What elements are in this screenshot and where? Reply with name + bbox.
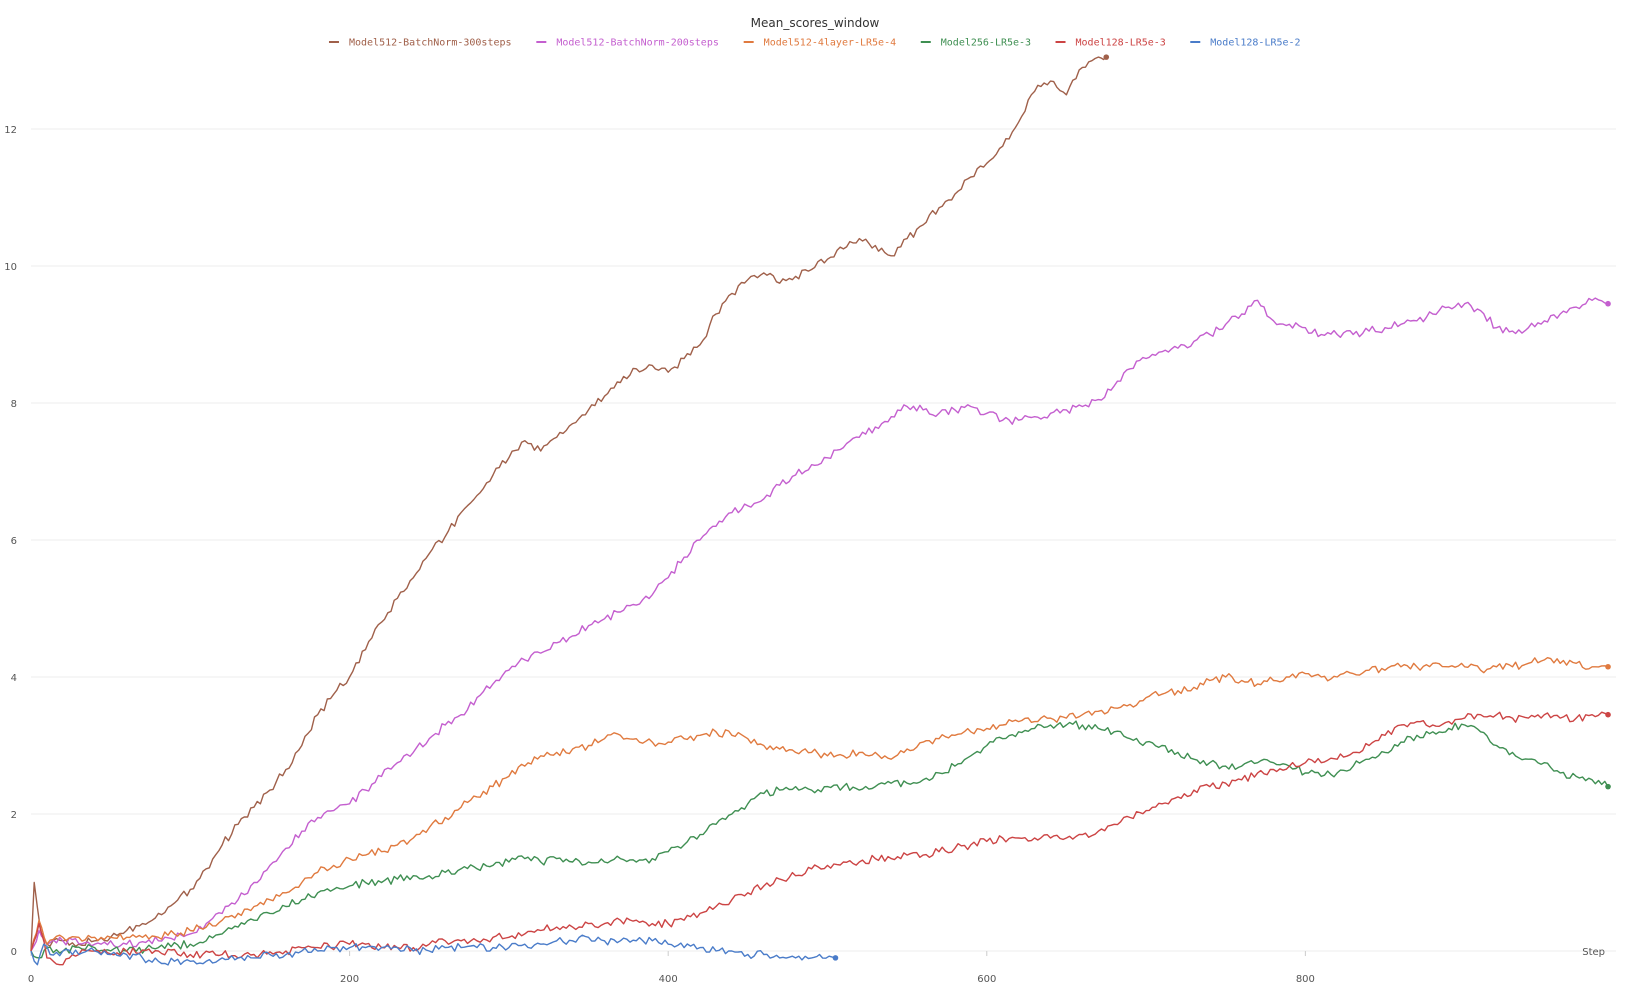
series-line-3 xyxy=(30,720,1609,959)
axes: 0 2 4 6 8 10 12 0 200 400 600 800 xyxy=(4,125,1315,985)
legend-label: Model512-BatchNorm-200steps xyxy=(556,38,719,49)
series-end-point xyxy=(1605,663,1611,670)
legend-item[interactable]: Model512-4layer-LR5e-4 xyxy=(743,38,896,49)
y-tick-label: 8 xyxy=(11,399,17,410)
legend-label: Model512-BatchNorm-300steps xyxy=(349,38,512,49)
x-tick-label: 800 xyxy=(1296,974,1315,985)
grid xyxy=(31,128,1616,952)
legend-item[interactable]: Model256-LR5e-3 xyxy=(920,38,1031,49)
legend-label: Model256-LR5e-3 xyxy=(941,38,1031,49)
legend-label: Model512-4layer-LR5e-4 xyxy=(764,38,896,49)
series-line-0 xyxy=(30,56,1107,952)
chart-title: Mean_scores_window xyxy=(751,16,880,30)
legend-item[interactable]: Model128-LR5e-2 xyxy=(1190,38,1301,49)
x-axis-label: Step xyxy=(1582,947,1605,958)
series-line-2 xyxy=(30,657,1609,952)
series-end-point xyxy=(1605,300,1611,307)
series-end-point xyxy=(1103,54,1110,60)
x-tick-label: 400 xyxy=(659,974,678,985)
series-end-point xyxy=(832,955,839,961)
x-tick-label: 0 xyxy=(28,974,34,985)
y-tick-label: 12 xyxy=(4,125,17,136)
y-tick-label: 4 xyxy=(11,673,17,684)
legend-item[interactable]: Model512-BatchNorm-300steps xyxy=(328,38,512,49)
legend-item[interactable]: Model512-BatchNorm-200steps xyxy=(536,38,719,49)
y-tick-label: 10 xyxy=(4,262,17,273)
legend-item[interactable]: Model128-LR5e-3 xyxy=(1055,38,1166,49)
legend-label: Model128-LR5e-2 xyxy=(1210,38,1300,49)
series-line-5 xyxy=(30,934,836,966)
legend: Model512-BatchNorm-300steps Model512-Batc… xyxy=(328,38,1301,49)
y-tick-label: 0 xyxy=(11,947,17,958)
y-tick-label: 6 xyxy=(11,536,17,547)
y-tick-label: 2 xyxy=(11,810,17,821)
plot-area xyxy=(30,54,1611,966)
series-end-point xyxy=(1605,711,1611,718)
series-line-4 xyxy=(30,711,1609,966)
x-tick-label: 600 xyxy=(977,974,996,985)
legend-label: Model128-LR5e-3 xyxy=(1076,38,1166,49)
x-tick-label: 200 xyxy=(340,974,359,985)
series-line-1 xyxy=(30,297,1609,952)
series-end-point xyxy=(1605,783,1611,790)
